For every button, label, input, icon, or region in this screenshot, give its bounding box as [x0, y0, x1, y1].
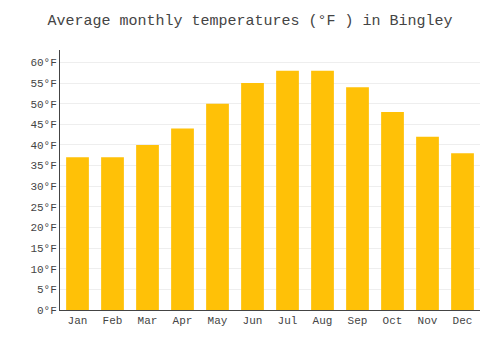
svg-text:60°F: 60°F: [30, 57, 56, 69]
svg-text:30°F: 30°F: [30, 181, 56, 193]
svg-text:40°F: 40°F: [30, 140, 56, 152]
svg-text:35°F: 35°F: [30, 160, 56, 172]
svg-text:May: May: [208, 315, 228, 327]
svg-text:55°F: 55°F: [30, 78, 56, 90]
svg-text:0°F: 0°F: [37, 305, 57, 317]
svg-text:20°F: 20°F: [30, 222, 56, 234]
svg-text:Apr: Apr: [173, 315, 193, 327]
svg-text:45°F: 45°F: [30, 119, 56, 131]
svg-text:Oct: Oct: [383, 315, 403, 327]
svg-text:Dec: Dec: [453, 315, 473, 327]
svg-text:Nov: Nov: [418, 315, 438, 327]
svg-text:Average monthly temperatures (: Average monthly temperatures (°F ) in Bi…: [47, 13, 452, 30]
svg-text:Mar: Mar: [138, 315, 158, 327]
svg-text:5°F: 5°F: [37, 284, 57, 296]
svg-text:15°F: 15°F: [30, 243, 56, 255]
svg-text:Aug: Aug: [313, 315, 333, 327]
svg-text:25°F: 25°F: [30, 202, 56, 214]
svg-text:Jan: Jan: [68, 315, 88, 327]
svg-text:10°F: 10°F: [30, 264, 56, 276]
svg-text:Jul: Jul: [278, 315, 298, 327]
svg-text:50°F: 50°F: [30, 99, 56, 111]
svg-text:Jun: Jun: [243, 315, 263, 327]
svg-text:Feb: Feb: [103, 315, 123, 327]
svg-text:Sep: Sep: [348, 315, 368, 327]
